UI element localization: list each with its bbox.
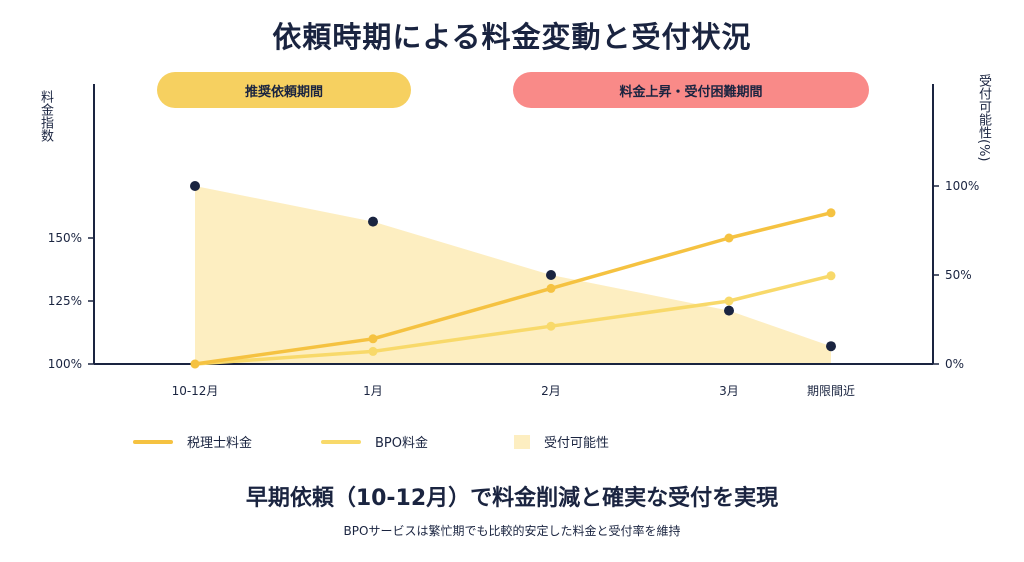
legend-item-bpo-fee: BPO料金 [321,432,428,451]
left-tick-label: 125% [48,294,82,308]
availability-point [190,181,200,191]
availability-point [368,216,378,227]
difficult-period-label: 料金上昇・受付困難期間 [513,72,869,108]
x-tick-label: 期限間近 [807,384,855,398]
availability-area [195,186,831,364]
left-axis-title: 料金指数 [38,90,53,142]
tax-fee-point [546,283,556,293]
left-tick-label: 100% [48,357,82,371]
chart-title: 依頼時期による料金変動と受付状況 [272,20,752,54]
bpo-fee-point [546,321,556,331]
right-axis-title: 受付可能性(%) [976,74,991,162]
recommended-period-label: 推奨依頼期間 [157,72,411,108]
chart-canvas: 100% 125% 150% 0% 50% 100% 10-12月 1月 2月 3月 期限間近 [48,84,979,398]
x-tick-label: 10-12月 [172,384,219,398]
tax-fee-point [826,208,836,218]
summary-headline: 早期依頼（10-12月）で料金削減と確実な受付を実現 [245,486,779,511]
legend-label-bpo-fee: BPO料金 [375,436,428,451]
legend-item-availability: 受付可能性 [514,432,609,451]
availability-point [826,341,836,352]
legend: 税理士料金 BPO料金 受付可能性 [0,432,1024,452]
x-tick-label: 1月 [363,384,383,398]
bpo-fee-point [368,346,378,356]
summary-note: BPOサービスは繁忙期でも比較的安定した料金と受付率を維持 [343,524,681,538]
left-tick-label: 150% [48,231,82,245]
tax-fee-point [190,359,200,369]
tax-fee-point [368,334,378,344]
availability-point [546,270,556,280]
bpo-fee-point [724,296,734,306]
bpo-fee-point [826,271,836,281]
availability-point [724,305,734,316]
legend-label-availability: 受付可能性 [544,436,610,451]
legend-label-tax-fee: 税理士料金 [187,436,253,451]
legend-swatch-tax-fee [133,439,173,444]
x-tick-label: 3月 [719,384,739,398]
x-tick-label: 2月 [541,384,561,398]
right-tick-label: 50% [945,268,972,282]
legend-item-tax-fee: 税理士料金 [133,432,252,451]
right-tick-label: 0% [945,357,964,371]
tax-fee-point [724,233,734,243]
legend-swatch-availability [514,434,530,449]
legend-swatch-bpo-fee [321,439,361,444]
right-tick-label: 100% [945,179,979,193]
